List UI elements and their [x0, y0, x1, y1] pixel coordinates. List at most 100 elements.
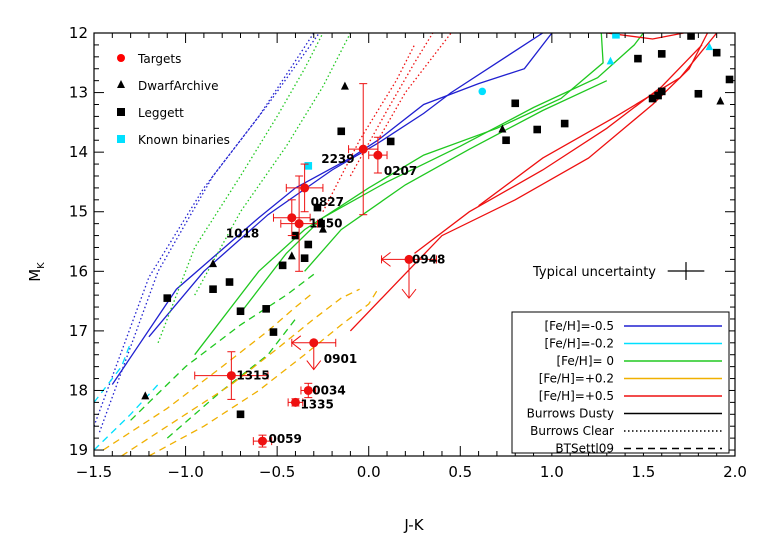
model-track-5	[239, 33, 644, 314]
target-point-1150	[294, 219, 304, 229]
x-tick-label-1: −1.0	[167, 463, 203, 481]
target-label-0948: 0948	[412, 252, 445, 266]
model-tracks	[94, 33, 718, 456]
legend-label-1: DwarfArchive	[138, 79, 218, 93]
target-label-0827: 0827	[311, 195, 344, 209]
model-track-9	[130, 273, 315, 421]
leggett-point-27	[236, 410, 245, 419]
model-track-6	[304, 80, 608, 272]
target-limit-arrow-0901	[306, 360, 322, 371]
leggett-point-10	[313, 203, 322, 212]
model-track-2	[94, 33, 315, 427]
x-tick-label-4: 0.5	[448, 463, 472, 481]
line-legend-label-6: Burrows Clear	[530, 424, 614, 438]
x-tick-label-0: −1.5	[76, 463, 112, 481]
leggett-point-23	[687, 33, 695, 40]
leggett-point-16	[533, 125, 542, 134]
binary-point-1	[478, 87, 487, 96]
line-legend: [Fe/H]=-0.5 [Fe/H]=-0.2 [Fe/H]= 0 [Fe/H]=+0…	[511, 311, 730, 456]
model-track-22	[148, 288, 379, 456]
dwarfarchive-point-6	[716, 96, 725, 105]
model-track-19	[94, 384, 159, 451]
legend-marker-3	[117, 135, 125, 143]
model-track-12	[414, 44, 703, 254]
legend-label-0: Targets	[137, 52, 181, 66]
dwarfarchive-point-4	[141, 391, 150, 400]
model-track-14	[606, 33, 684, 40]
line-legend-label-7: BTSettl09	[555, 442, 614, 456]
y-tick-label-6: 18	[69, 381, 88, 399]
typical-uncertainty: Typical uncertainty	[532, 262, 705, 280]
dwarfarchive-point-5	[498, 124, 507, 133]
legend-marker-2	[117, 108, 125, 116]
leggett-point-25	[712, 48, 721, 57]
target-label-1335: 1335	[300, 397, 333, 411]
model-track-11	[349, 33, 709, 332]
y-tick-label-3: 15	[69, 203, 88, 221]
dwarfarchive-point-3	[287, 251, 296, 260]
y-axis-label: MK	[26, 262, 47, 282]
target-label-0059: 0059	[268, 432, 301, 446]
target-point-1315	[226, 371, 236, 381]
target-label-0207: 0207	[384, 164, 417, 178]
line-legend-box	[511, 311, 730, 454]
leggett-point-12	[337, 127, 346, 136]
target-label-2239: 2239	[321, 152, 354, 166]
leggett-point-14	[502, 136, 510, 145]
binary-point-0	[304, 162, 313, 170]
leggett-point-26	[725, 75, 734, 84]
leggett-point-1	[209, 285, 217, 293]
y-tick-label-7: 19	[69, 441, 88, 459]
leggett-point-15	[511, 99, 520, 108]
leggett-point-5	[269, 328, 278, 336]
legend-marker-1	[117, 80, 125, 88]
target-point-1018	[287, 213, 297, 223]
x-axis-label: J-K	[403, 516, 424, 534]
data-points	[141, 33, 734, 448]
line-legend-label-5: Burrows Dusty	[527, 407, 614, 421]
leggett-point-8	[300, 254, 309, 263]
leggett-point-3	[236, 307, 245, 316]
target-point-0207	[373, 150, 383, 160]
leggett-point-2	[225, 278, 234, 286]
y-tick-label-4: 16	[69, 262, 88, 280]
target-label-1150: 1150	[309, 217, 342, 231]
model-track-15	[322, 44, 416, 212]
marker-legend: Targets DwarfArchive Leggett Known binaries	[117, 52, 230, 147]
dwarfarchive-point-1	[209, 259, 218, 268]
y-tick-label-5: 17	[69, 322, 88, 340]
leggett-point-13	[386, 137, 395, 146]
model-track-13	[478, 33, 718, 207]
target-xarrow-0901	[290, 335, 302, 351]
binary-point-2	[612, 33, 620, 39]
legend-label-3: Known binaries	[138, 133, 230, 147]
binary-point-4	[705, 42, 714, 51]
target-point-0059	[257, 436, 267, 446]
target-label-0034: 0034	[312, 383, 345, 397]
line-legend-label-1: [Fe/H]=-0.2	[544, 337, 614, 351]
line-legend-label-0: [Fe/H]=-0.5	[544, 319, 614, 333]
binary-point-3	[606, 56, 615, 65]
leggett-point-19	[648, 94, 657, 103]
model-track-21	[121, 288, 360, 456]
leggett-point-0	[163, 294, 172, 302]
line-legend-label-4: [Fe/H]=+0.5	[539, 389, 614, 403]
target-xarrow-0948	[380, 251, 391, 267]
legend-label-2: Leggett	[138, 106, 184, 120]
line-legend-label-3: [Fe/H]=+0.2	[539, 372, 614, 386]
model-track-10	[166, 318, 297, 439]
leggett-point-18	[634, 54, 642, 63]
line-legend-label-2: [Fe/H]= 0	[556, 354, 614, 368]
dwarfarchive-point-0	[340, 81, 349, 90]
target-limit-arrow-0948	[401, 288, 417, 299]
leggett-point-20	[654, 91, 662, 100]
dwarfarchive-point-2	[318, 224, 327, 233]
y-tick-label-1: 13	[69, 84, 88, 102]
leggett-point-9	[304, 240, 313, 249]
leggett-point-24	[694, 89, 703, 98]
leggett-point-11	[317, 219, 325, 228]
target-point-0827	[300, 183, 310, 193]
model-track-7	[157, 33, 324, 344]
